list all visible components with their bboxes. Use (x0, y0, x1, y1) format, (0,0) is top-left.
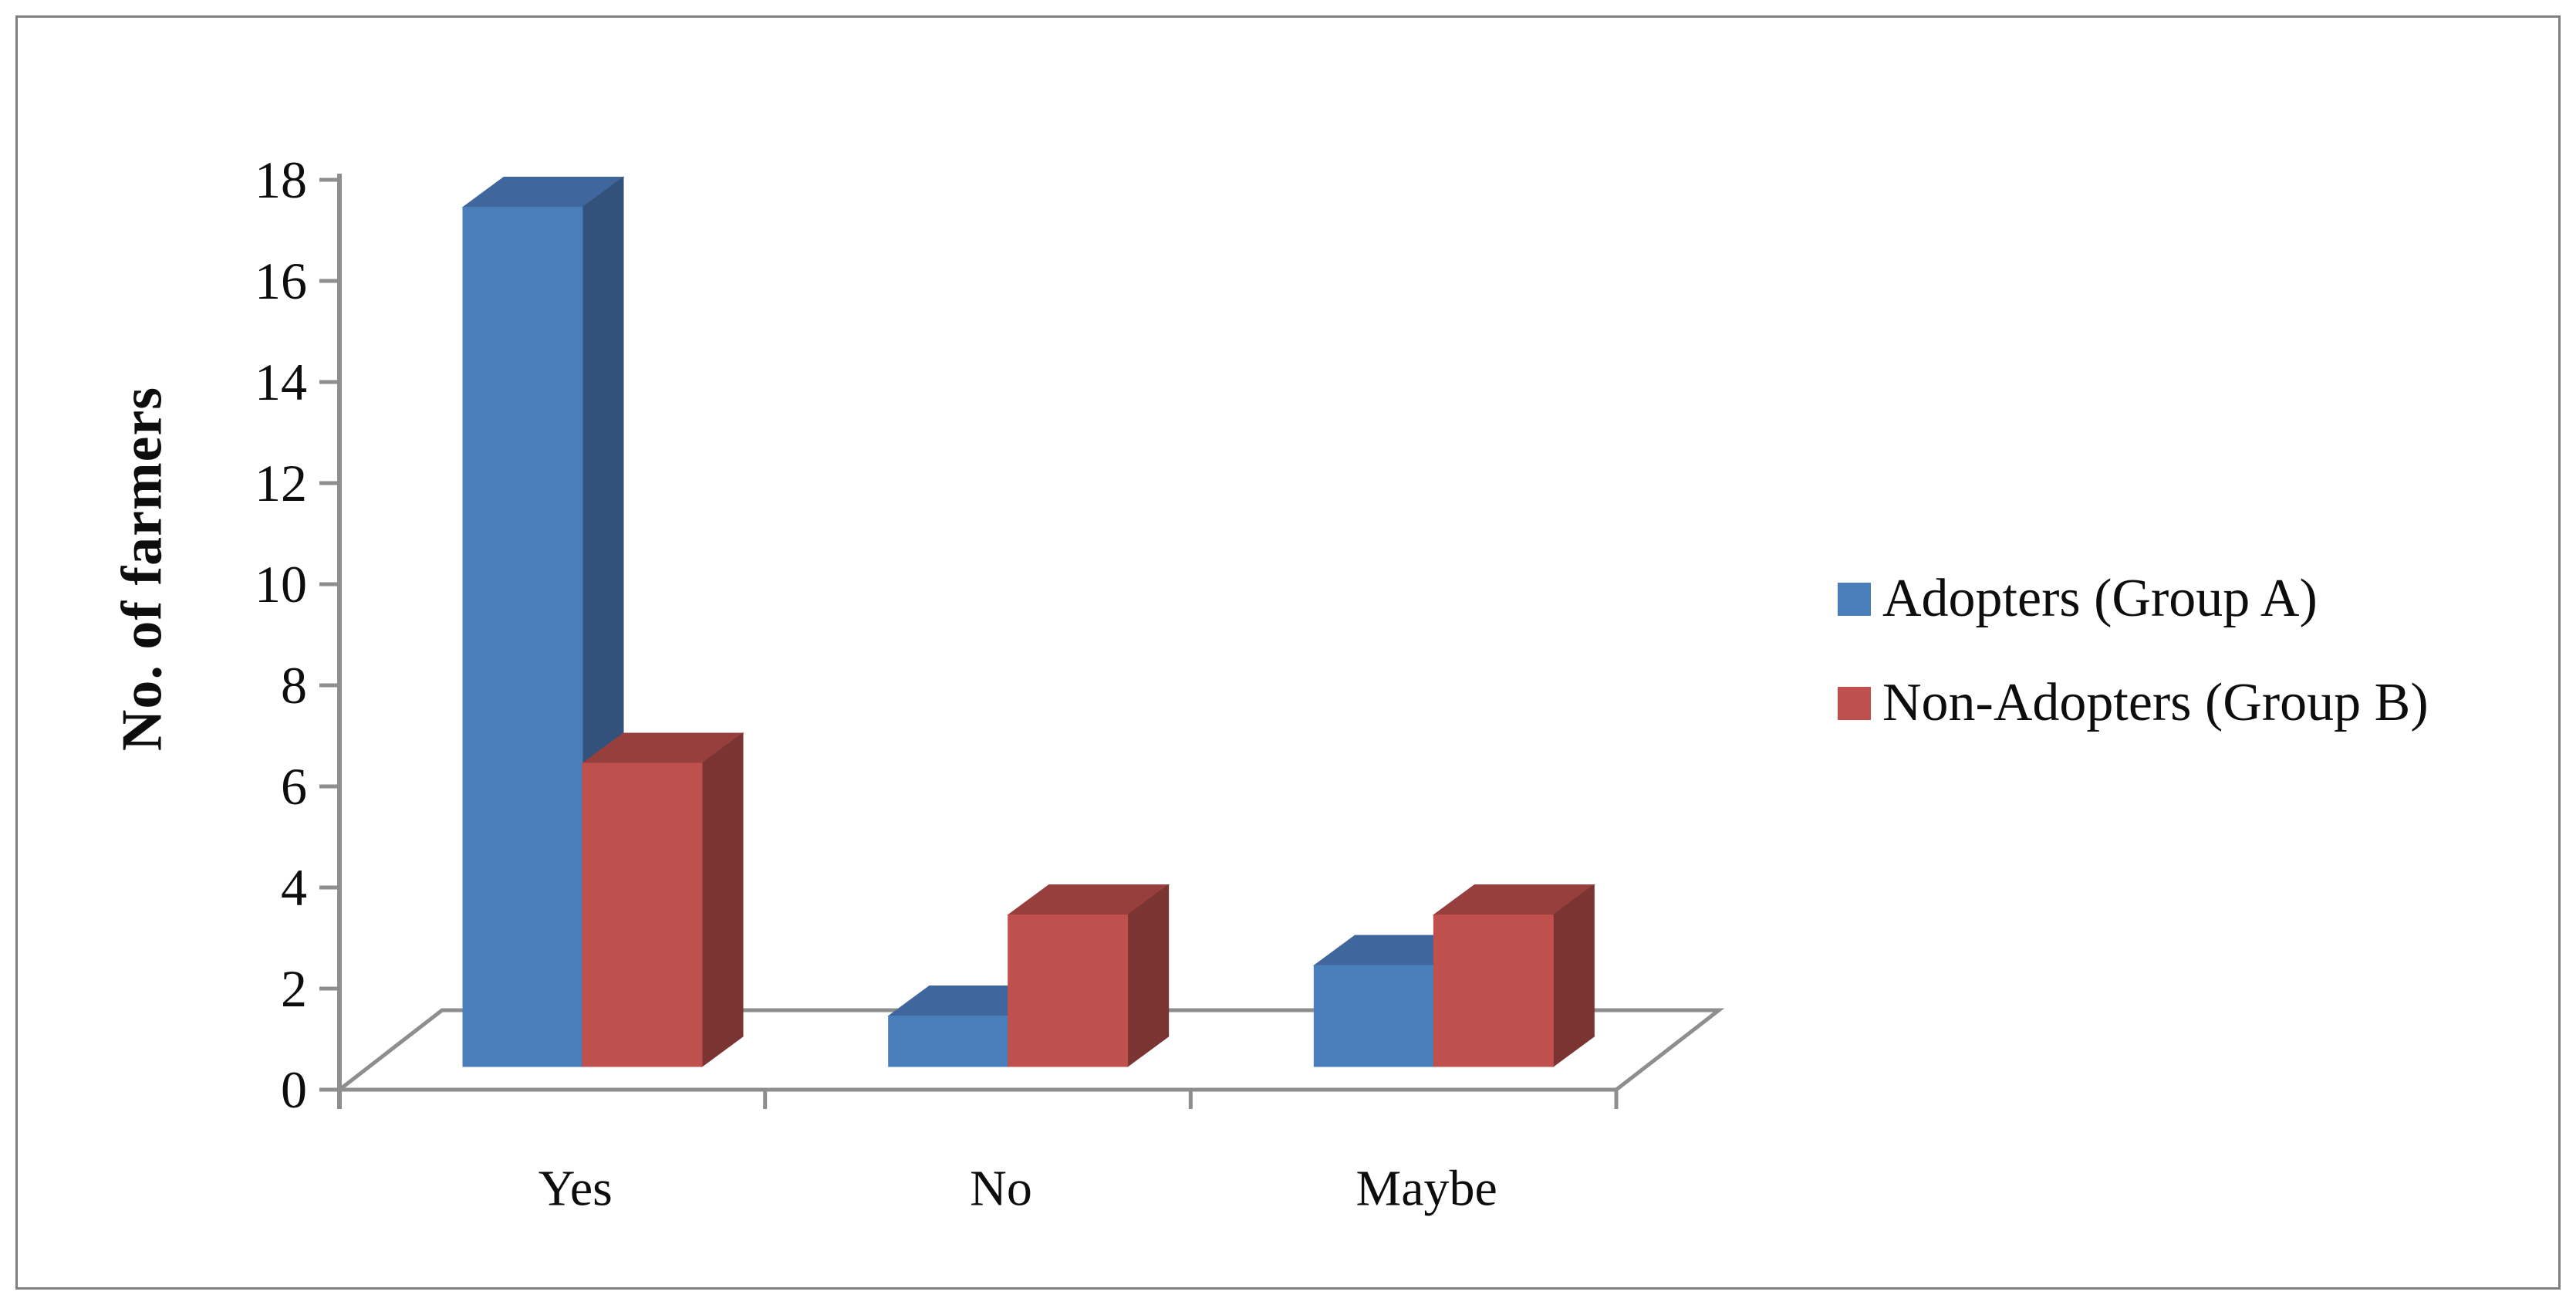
bar-non-adopters-no[interactable] (1008, 915, 1129, 1067)
y-tick-label: 16 (255, 252, 307, 310)
bar-non-adopters-maybe[interactable] (1433, 915, 1554, 1067)
bar-non-adopters-no-side[interactable] (1127, 884, 1170, 1067)
y-tick-label: 0 (281, 1060, 307, 1119)
x-category-label: Maybe (1356, 1161, 1497, 1217)
x-category-label: Yes (538, 1161, 613, 1217)
legend-swatch-non-adopters-icon (1838, 686, 1871, 720)
chart-outer-border (15, 15, 2561, 1290)
y-tick-label: 4 (281, 858, 307, 917)
bar-adopters-no[interactable] (888, 1016, 1009, 1067)
y-axis-title: No. of farmers (110, 386, 174, 752)
bar-non-adopters-maybe-side[interactable] (1552, 884, 1595, 1067)
y-tick-label: 2 (281, 959, 307, 1018)
legend: Adopters (Group A) Non-Adopters (Group B… (1838, 566, 2429, 736)
bar-adopters-yes[interactable] (462, 207, 583, 1067)
bar-non-adopters-yes-side[interactable] (701, 732, 744, 1067)
y-tick-label: 10 (255, 555, 307, 614)
legend-label-non-adopters: Non-Adopters (Group B) (1882, 673, 2429, 732)
y-tick-label: 12 (255, 454, 307, 512)
bar-adopters-maybe[interactable] (1313, 965, 1434, 1067)
y-tick-label: 18 (255, 150, 307, 209)
y-tick-label: 14 (255, 353, 307, 411)
legend-item-adopters[interactable]: Adopters (Group A) (1838, 566, 2429, 632)
bar-non-adopters-yes[interactable] (582, 762, 703, 1067)
y-tick-label: 8 (281, 656, 307, 715)
y-tick-label: 6 (281, 757, 307, 816)
legend-item-non-adopters[interactable]: Non-Adopters (Group B) (1838, 670, 2429, 736)
x-category-label: No (970, 1161, 1032, 1217)
legend-swatch-adopters-icon (1838, 582, 1871, 616)
plot-area: 0 2 4 6 8 10 12 14 16 18 Yes No Maybe (255, 150, 1725, 1217)
legend-label-adopters: Adopters (Group A) (1882, 569, 2318, 628)
